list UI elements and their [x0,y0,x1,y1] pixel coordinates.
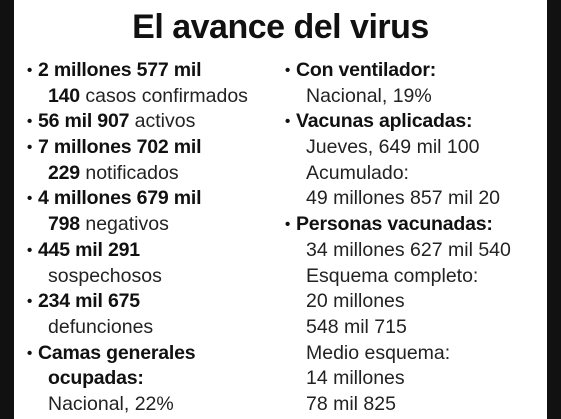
vaccines-line-4: 49 millones 857 mil 20 [284,186,547,212]
vaccines-line-3: Acumulado: [284,161,547,187]
deaths-line-1: • 234 mil 675 [26,289,288,315]
bullet-icon: • [27,113,33,131]
notified-line-1: • 7 millones 702 mil [26,135,288,161]
vaccines-label: Vacunas aplicadas: [296,110,473,133]
people-line-6: Medio esquema: [284,341,547,367]
beds-line-3: Nacional, 22% [26,392,288,418]
negative-number-tail: 798 [48,213,80,236]
bullet-icon: • [27,190,33,208]
beds-label-1: Camas generales [38,341,196,364]
negative-line-1: • 4 millones 679 mil [26,186,288,212]
confirmed-number: 2 millones 577 mil [38,59,202,81]
active-line: • 56 mil 907 activos [26,109,288,135]
ventilator-label: Con ventilador: [296,59,437,81]
beds-line-2: ocupadas: [26,366,288,392]
negative-label: negativos [85,213,169,236]
people-line-3: Esquema completo: [284,264,547,290]
people-half-label: Medio esquema: [306,341,451,364]
vaccines-line-1: • Vacunas aplicadas: [284,109,547,135]
suspected-number: 445 mil 291 [38,238,140,261]
beds-label-2: ocupadas: [48,367,144,390]
people-complete-label: Esquema completo: [306,264,479,287]
notified-number: 7 millones 702 mil [38,136,202,159]
bullet-icon: • [285,216,291,234]
active-label: activos [134,110,196,133]
people-line-2: 34 millones 627 mil 540 [284,238,547,264]
beds-value: Nacional, 22% [48,392,174,415]
deaths-number: 234 mil 675 [38,290,140,313]
deaths-label: defunciones [48,315,154,338]
confirmed-line-1: • 2 millones 577 mil [26,58,288,84]
bullet-icon: • [27,241,33,259]
suspected-line-2: sospechosos [26,264,288,290]
confirmed-label: casos confirmados [85,84,248,107]
negative-number: 4 millones 679 mil [38,187,202,210]
infographic-title: El avance del virus [132,8,429,46]
ventilator-line-2: Nacional, 19% [284,84,547,110]
people-complete-value-1: 20 millones [306,290,405,313]
active-number: 56 mil 907 [38,110,130,133]
people-line-7: 14 millones [284,366,547,392]
people-line-1: • Personas vacunadas: [284,212,547,238]
beds-line-1: • Camas generales [26,341,288,367]
infographic-panel: El avance del virus • 2 millones 577 mil… [14,0,547,419]
bullet-icon: • [27,344,33,362]
vaccines-cumulative-value: 49 millones 857 mil 20 [306,187,501,210]
suspected-label: sospechosos [48,264,162,287]
people-value: 34 millones 627 mil 540 [306,238,511,261]
people-complete-value-2: 548 mil 715 [306,315,407,338]
people-line-8: 78 mil 825 [284,392,547,418]
ventilator-line-1: • Con ventilador: [284,58,547,84]
suspected-line-1: • 445 mil 291 [26,238,288,264]
people-line-4: 20 millones [284,289,547,315]
confirmed-line-2: 140 casos confirmados [26,84,288,110]
bullet-icon: • [27,293,33,311]
people-line-5: 548 mil 715 [284,315,547,341]
bullet-icon: • [27,62,33,79]
ventilator-value: Nacional, 19% [306,84,432,107]
notified-label: notificados [85,161,179,184]
people-half-value-2: 78 mil 825 [306,392,396,415]
bullet-icon: • [285,113,291,131]
vaccines-day-value: Jueves, 649 mil 100 [306,136,480,159]
people-label: Personas vacunadas: [296,213,493,236]
bullet-icon: • [27,139,33,157]
confirmed-number-tail: 140 [48,84,80,107]
right-column: • Con ventilador: Nacional, 19% • Vacuna… [284,58,547,418]
notified-number-tail: 229 [48,161,80,184]
left-column: • 2 millones 577 mil 140 casos confirmad… [26,58,288,418]
bullet-icon: • [285,62,291,79]
notified-line-2: 229 notificados [26,161,288,187]
negative-line-2: 798 negativos [26,212,288,238]
deaths-line-2: defunciones [26,315,288,341]
vaccines-line-2: Jueves, 649 mil 100 [284,135,547,161]
vaccines-cumulative-label: Acumulado: [306,161,409,184]
people-half-value-1: 14 millones [306,367,405,390]
